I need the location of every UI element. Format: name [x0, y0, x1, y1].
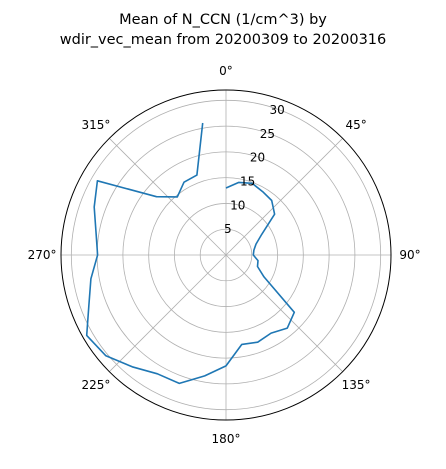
theta-tick-label-135: 135° — [342, 378, 371, 392]
theta-tick-label-270: 270° — [28, 248, 57, 262]
theta-tick-label-180: 180° — [212, 432, 241, 446]
r-tick-label-10: 10 — [230, 198, 245, 212]
grid-spoke-45 — [225, 138, 343, 256]
theta-tick-label-315: 315° — [81, 118, 110, 132]
r-tick-label-5: 5 — [224, 222, 232, 236]
chart-title-line-1: Mean of N_CCN (1/cm^3) by — [119, 12, 327, 28]
polar-frame — [60, 89, 392, 421]
r-tick-label-25: 25 — [260, 127, 275, 141]
grid-spoke-225 — [109, 254, 227, 372]
label-layer: 0° 45° 90° 135° 180° 225° 270° 315° 5 10 15 20 25 30 — [28, 64, 421, 446]
grid-layer — [60, 89, 392, 421]
chart-title-line-2: wdir_vec_mean from 20200309 to 20200316 — [59, 32, 387, 48]
theta-tick-label-225: 225° — [81, 378, 110, 392]
grid-spoke-135 — [225, 254, 343, 372]
theta-tick-label-0: 0° — [219, 64, 233, 78]
theta-tick-label-90: 90° — [399, 248, 420, 262]
r-tick-label-20: 20 — [250, 151, 265, 165]
theta-tick-label-45: 45° — [345, 118, 366, 132]
series-line-0 — [85, 122, 296, 385]
r-tick-label-15: 15 — [240, 175, 255, 189]
r-tick-label-30: 30 — [270, 103, 285, 117]
series-layer — [85, 122, 296, 385]
